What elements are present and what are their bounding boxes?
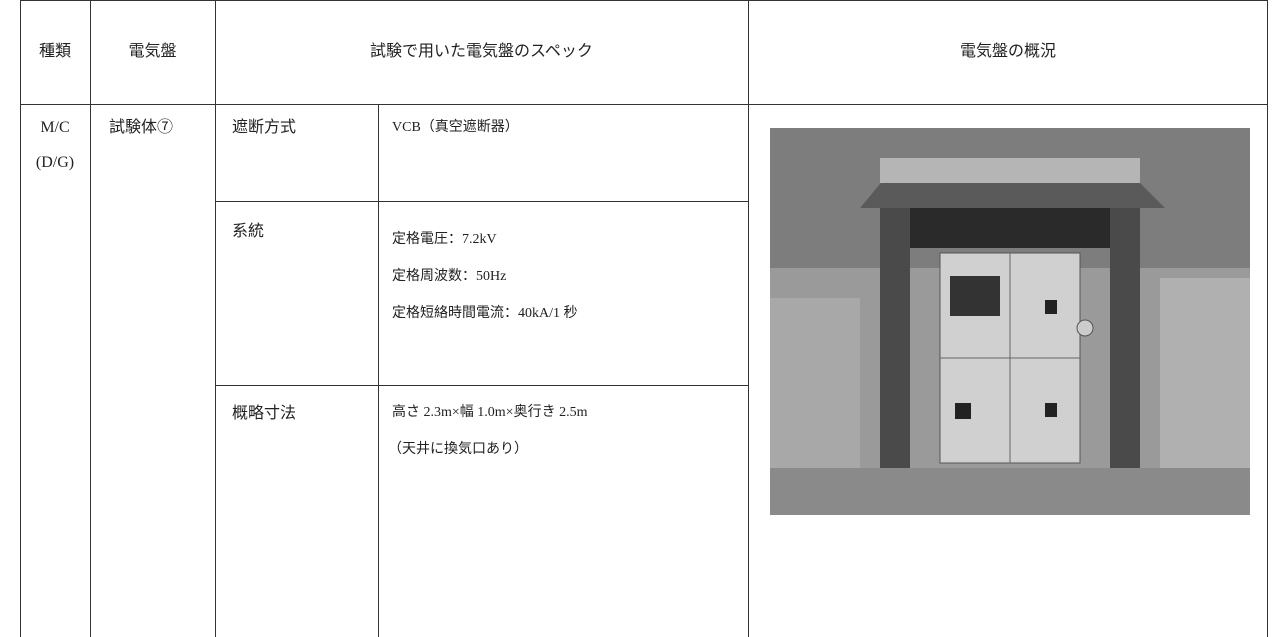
border	[215, 0, 216, 637]
header-cell: 試験で用いた電気盤のスペック	[370, 43, 593, 60]
spec-value: 定格短絡時間電流：40kA/1 秒	[392, 306, 578, 321]
spec-item: 遮断方式	[232, 119, 297, 136]
border	[20, 0, 21, 637]
spec-value: （天井に換気口あり）	[388, 442, 528, 457]
spec-value: 定格電圧：7.2kV	[392, 232, 497, 247]
border	[20, 104, 1268, 105]
border	[748, 0, 749, 637]
header-cell: 電気盤の概況	[959, 43, 1056, 60]
cell: 試験体⑦	[109, 119, 174, 136]
spec-item: 系統	[232, 223, 265, 240]
header-cell: 電気盤	[128, 43, 177, 60]
border	[215, 201, 748, 202]
cell: (D/G)	[35, 154, 75, 171]
border	[1267, 0, 1268, 637]
header-cell: 種類	[38, 43, 71, 60]
border	[20, 0, 1268, 1]
border	[215, 385, 748, 386]
spec-value: 定格周波数：50Hz	[392, 269, 507, 284]
cell: M/C	[40, 119, 70, 136]
spec-item: 概略寸法	[232, 405, 297, 422]
border	[90, 0, 91, 637]
spec-value: VCB（真空遮断器）	[392, 120, 519, 135]
photo	[770, 128, 1250, 515]
border	[378, 104, 379, 637]
spec-value: 高さ 2.3m×幅 1.0m×奥行き 2.5m	[392, 405, 588, 420]
